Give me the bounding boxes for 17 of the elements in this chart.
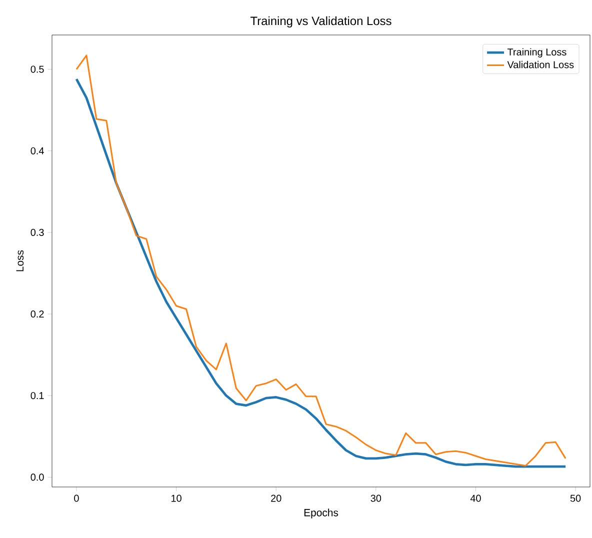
y-tick-label: 0.4 xyxy=(30,147,44,154)
x-tick-label: 40 xyxy=(470,494,481,502)
chart-title: Training vs Validation Loss xyxy=(250,16,392,28)
legend-label: Training Loss xyxy=(507,48,566,58)
x-tick-label: 0 xyxy=(74,494,79,502)
x-tick-label: 50 xyxy=(570,494,581,502)
x-tick-label: 20 xyxy=(271,494,282,502)
x-tick-label: 10 xyxy=(172,494,182,502)
x-tick-label: 30 xyxy=(370,494,382,502)
y-axis-title: Loss xyxy=(16,250,24,272)
legend-label: Validation Loss xyxy=(507,60,574,68)
x-axis-title: Epochs xyxy=(304,508,338,518)
y-tick-label: 0.5 xyxy=(30,66,44,73)
y-tick-label: 0.0 xyxy=(30,474,44,481)
y-tick-label: 0.3 xyxy=(30,228,44,236)
y-tick-label: 0.1 xyxy=(30,392,44,400)
y-tick-label: 0.2 xyxy=(30,310,44,318)
